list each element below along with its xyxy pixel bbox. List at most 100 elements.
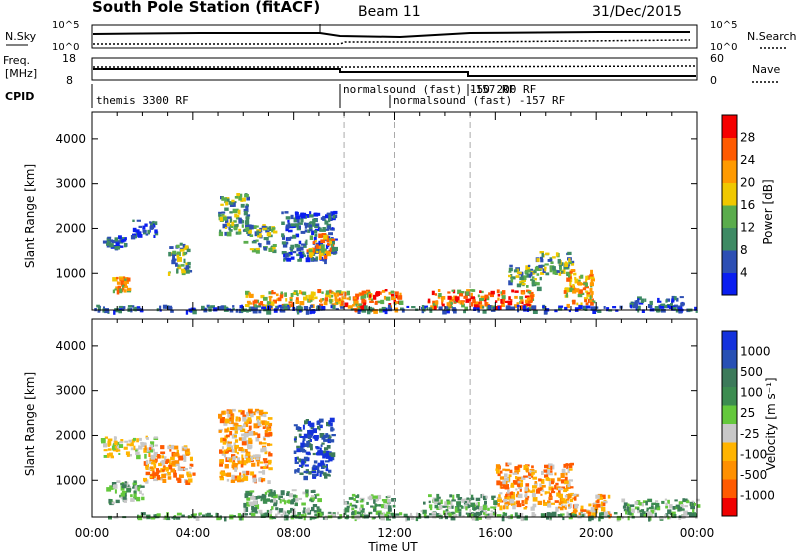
- data-cell: [328, 214, 331, 220]
- data-cell: [262, 447, 267, 452]
- colorbar-swatch: [722, 115, 737, 138]
- data-cell: [258, 471, 263, 474]
- data-cell: [484, 302, 488, 306]
- data-cell: [314, 239, 317, 243]
- data-cell: [143, 447, 147, 453]
- data-cell: [524, 295, 530, 299]
- data-cell: [263, 246, 267, 251]
- data-cell: [435, 513, 440, 516]
- data-cell: [168, 459, 171, 464]
- data-cell: [242, 478, 246, 481]
- data-cell: [247, 492, 252, 496]
- data-cell: [271, 516, 277, 520]
- data-cell: [572, 284, 575, 289]
- data-cell: [533, 482, 538, 487]
- data-cell: [148, 459, 152, 464]
- data-cell: [525, 493, 528, 498]
- data-cell: [266, 309, 272, 315]
- data-cell: [116, 276, 119, 280]
- data-cell: [149, 447, 152, 451]
- data-cell: [421, 305, 425, 310]
- data-cell: [103, 455, 108, 458]
- data-cell: [316, 466, 320, 470]
- data-cell: [514, 295, 518, 299]
- data-cell: [259, 461, 264, 464]
- data-cell: [444, 501, 449, 506]
- data-cell: [210, 305, 215, 309]
- data-cell: [563, 488, 569, 491]
- data-cell: [154, 229, 158, 234]
- data-cell: [505, 462, 510, 467]
- data-cell: [545, 252, 550, 255]
- data-cell: [497, 305, 500, 311]
- data-cell: [467, 504, 471, 509]
- data-cell: [219, 463, 223, 467]
- data-cell: [631, 508, 635, 513]
- data-cell: [590, 278, 593, 283]
- data-cell: [246, 214, 251, 217]
- data-cell: [244, 454, 248, 460]
- data-cell: [549, 516, 552, 520]
- data-cell: [351, 512, 355, 516]
- data-cell: [493, 500, 498, 505]
- data-cell: [121, 490, 127, 493]
- velocity-cpid-dividers: [343, 319, 471, 517]
- data-cell: [403, 513, 408, 517]
- data-cell: [577, 293, 583, 298]
- data-cell: [261, 478, 266, 482]
- data-cell: [264, 491, 268, 495]
- data-cell: [294, 440, 297, 443]
- data-cell: [391, 295, 396, 300]
- data-cell: [516, 304, 520, 308]
- data-cell: [231, 199, 235, 203]
- data-cell: [261, 479, 264, 483]
- data-cell: [531, 305, 537, 310]
- data-cell: [344, 501, 348, 505]
- data-cell: [312, 218, 318, 222]
- data-cell: [129, 454, 132, 457]
- data-cell: [330, 292, 336, 295]
- data-cell: [287, 219, 290, 223]
- data-cell: [136, 307, 142, 311]
- data-cell: [145, 471, 151, 475]
- data-cell: [303, 507, 306, 511]
- data-cell: [573, 496, 577, 501]
- colorbar-tick-label: -500: [740, 468, 767, 482]
- data-cell: [322, 472, 327, 476]
- data-cell: [150, 225, 155, 229]
- data-cell: [563, 463, 566, 468]
- data-cell: [223, 452, 227, 458]
- data-cell: [584, 286, 589, 289]
- data-cell: [381, 306, 386, 310]
- data-cell: [312, 504, 318, 508]
- data-cell: [286, 500, 289, 503]
- data-cell: [555, 506, 559, 512]
- data-cell: [127, 305, 133, 308]
- data-cell: [233, 442, 236, 446]
- y-tick-label: 3000: [55, 177, 86, 191]
- data-cell: [222, 216, 228, 221]
- data-cell: [149, 222, 153, 227]
- data-cell: [248, 410, 253, 414]
- data-cell: [361, 290, 367, 294]
- data-cell: [490, 309, 496, 312]
- data-cell: [353, 512, 356, 516]
- data-cell: [123, 289, 127, 293]
- data-cell: [298, 290, 302, 295]
- data-cell: [569, 281, 572, 287]
- data-cell: [273, 503, 278, 507]
- data-cell: [501, 516, 505, 522]
- data-cell: [243, 473, 248, 479]
- data-cell: [238, 228, 242, 233]
- data-cell: [298, 433, 302, 438]
- data-cell: [695, 309, 698, 313]
- data-cell: [189, 456, 193, 462]
- power-x-ticks: [91, 112, 698, 310]
- data-cell: [384, 289, 388, 292]
- data-cell: [431, 290, 435, 296]
- data-cell: [532, 309, 538, 314]
- data-cell: [150, 455, 155, 460]
- data-cell: [224, 207, 229, 211]
- data-cell: [564, 480, 569, 484]
- data-cell: [249, 248, 255, 251]
